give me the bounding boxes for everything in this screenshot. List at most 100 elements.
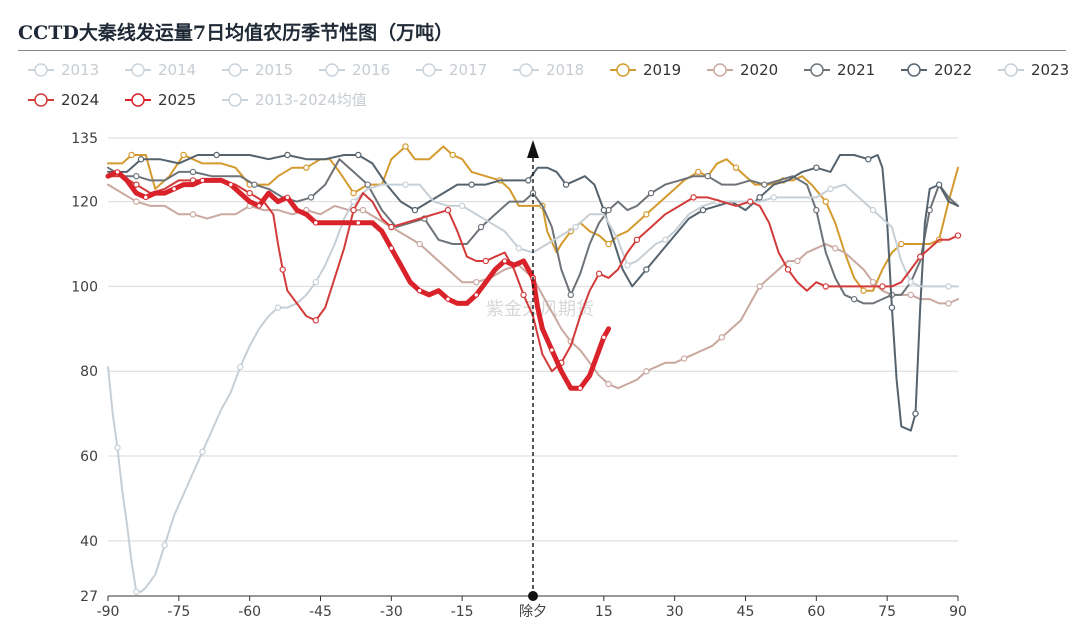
legend-item-2018[interactable]: 2018	[513, 61, 584, 79]
series-point-2020	[643, 368, 650, 375]
legend-item-2024[interactable]: 2024	[28, 91, 99, 109]
series-point-2022	[525, 177, 532, 184]
series-point-2021	[850, 295, 858, 303]
x-tick-label: 30	[666, 604, 684, 620]
series-point-2019	[402, 143, 409, 150]
series-point-2025	[549, 347, 555, 353]
series-point-2019	[822, 198, 829, 205]
x-tick-label: -15	[451, 604, 474, 620]
legend-item-2020[interactable]: 2020	[707, 61, 778, 79]
legend-item-2015[interactable]: 2015	[222, 61, 293, 79]
y-tick-label: 60	[80, 449, 98, 465]
series-point-2020	[869, 278, 877, 286]
series-point-2020	[133, 198, 140, 205]
series-point-2025	[355, 220, 361, 226]
series-point-2022	[756, 194, 763, 201]
series-point-2021	[704, 172, 711, 180]
series-point-2025	[445, 296, 451, 302]
series-point-2024	[784, 266, 792, 273]
series-point-2023	[515, 245, 523, 252]
series-point-2025	[501, 258, 508, 264]
series-point-2025	[256, 203, 262, 209]
series-point-2025	[601, 334, 607, 341]
series-point-2023	[662, 236, 669, 243]
lunar-new-year-marker	[527, 140, 539, 601]
series-point-2020	[605, 380, 612, 388]
legend-item-2013-2024均值[interactable]: 2013-2024均值	[222, 91, 367, 109]
series-point-2020	[907, 291, 914, 299]
series-point-2022	[643, 266, 650, 273]
series-point-2024	[312, 317, 319, 324]
legend-item-2014[interactable]: 2014	[125, 61, 196, 79]
series-point-2021	[251, 181, 258, 188]
legend-item-2025[interactable]: 2025	[125, 91, 196, 109]
series-line-2024	[107, 175, 959, 373]
legend-label: 2021	[837, 61, 875, 79]
marker-dot	[528, 591, 538, 601]
legend-marker	[907, 63, 921, 77]
series-point-2024	[954, 232, 962, 239]
series-point-2023	[770, 194, 778, 201]
series-point-2025	[416, 287, 423, 294]
legend-marker	[519, 63, 533, 77]
legend-item-2023[interactable]: 2023	[998, 61, 1069, 79]
series-point-2024	[388, 223, 395, 231]
series-line-2021	[107, 158, 959, 305]
series-point-2020	[794, 257, 801, 265]
x-tick-label: -90	[97, 604, 120, 620]
series-point-2025	[228, 181, 234, 188]
series-point-2022	[355, 151, 362, 159]
legend-marker	[810, 63, 824, 77]
series-point-2022	[912, 410, 919, 417]
legend-marker	[616, 63, 630, 77]
series-point-2019	[732, 164, 740, 171]
x-tick-label: -75	[167, 604, 190, 620]
legend-marker	[1004, 63, 1018, 77]
legend-item-2022[interactable]: 2022	[901, 61, 972, 79]
series-point-2023	[402, 181, 409, 188]
series-point-2020	[945, 300, 952, 307]
series-point-2024	[822, 283, 829, 290]
series-point-2025	[143, 194, 149, 201]
series-point-2019	[695, 168, 702, 176]
series-point-2022	[699, 206, 707, 214]
series-point-2024	[633, 236, 641, 243]
series-point-2021	[567, 291, 574, 299]
series-point-2023	[458, 202, 466, 210]
legend-label: 2025	[158, 91, 196, 109]
series-point-2020	[473, 278, 480, 286]
legend-item-2017[interactable]: 2017	[416, 61, 487, 79]
series-point-2021	[813, 206, 820, 214]
legend-marker	[131, 63, 145, 77]
series-point-2024	[747, 198, 754, 205]
legend-item-2021[interactable]: 2021	[804, 61, 875, 79]
series-point-2020	[718, 334, 726, 341]
series-point-2023	[907, 278, 914, 286]
y-tick-label: 40	[80, 534, 98, 550]
legend-marker	[325, 63, 339, 77]
legend-item-2013[interactable]: 2013	[28, 61, 99, 79]
series-point-2022	[600, 206, 608, 214]
y-tick-label: 27	[80, 589, 98, 605]
series-point-2021	[364, 181, 371, 188]
legend-marker	[34, 63, 48, 77]
series-point-2024	[917, 253, 924, 260]
series-group	[105, 143, 962, 595]
series-point-2023	[199, 448, 206, 456]
legend-item-2019[interactable]: 2019	[610, 61, 681, 79]
series-point-2019	[350, 189, 357, 197]
legend-label: 2024	[61, 91, 99, 109]
series-line-2020	[107, 183, 959, 390]
series-point-2021	[307, 194, 315, 201]
series-point-2021	[477, 223, 485, 231]
series-point-2019	[180, 151, 187, 159]
series-point-2021	[133, 172, 140, 180]
series-point-2020	[359, 206, 367, 214]
series-point-2023	[827, 185, 834, 193]
series-point-2019	[605, 240, 612, 248]
series-point-2025	[388, 245, 395, 251]
legend-item-2016[interactable]: 2016	[319, 61, 390, 79]
series-line-2025	[105, 169, 612, 391]
series-point-2019	[860, 287, 867, 294]
